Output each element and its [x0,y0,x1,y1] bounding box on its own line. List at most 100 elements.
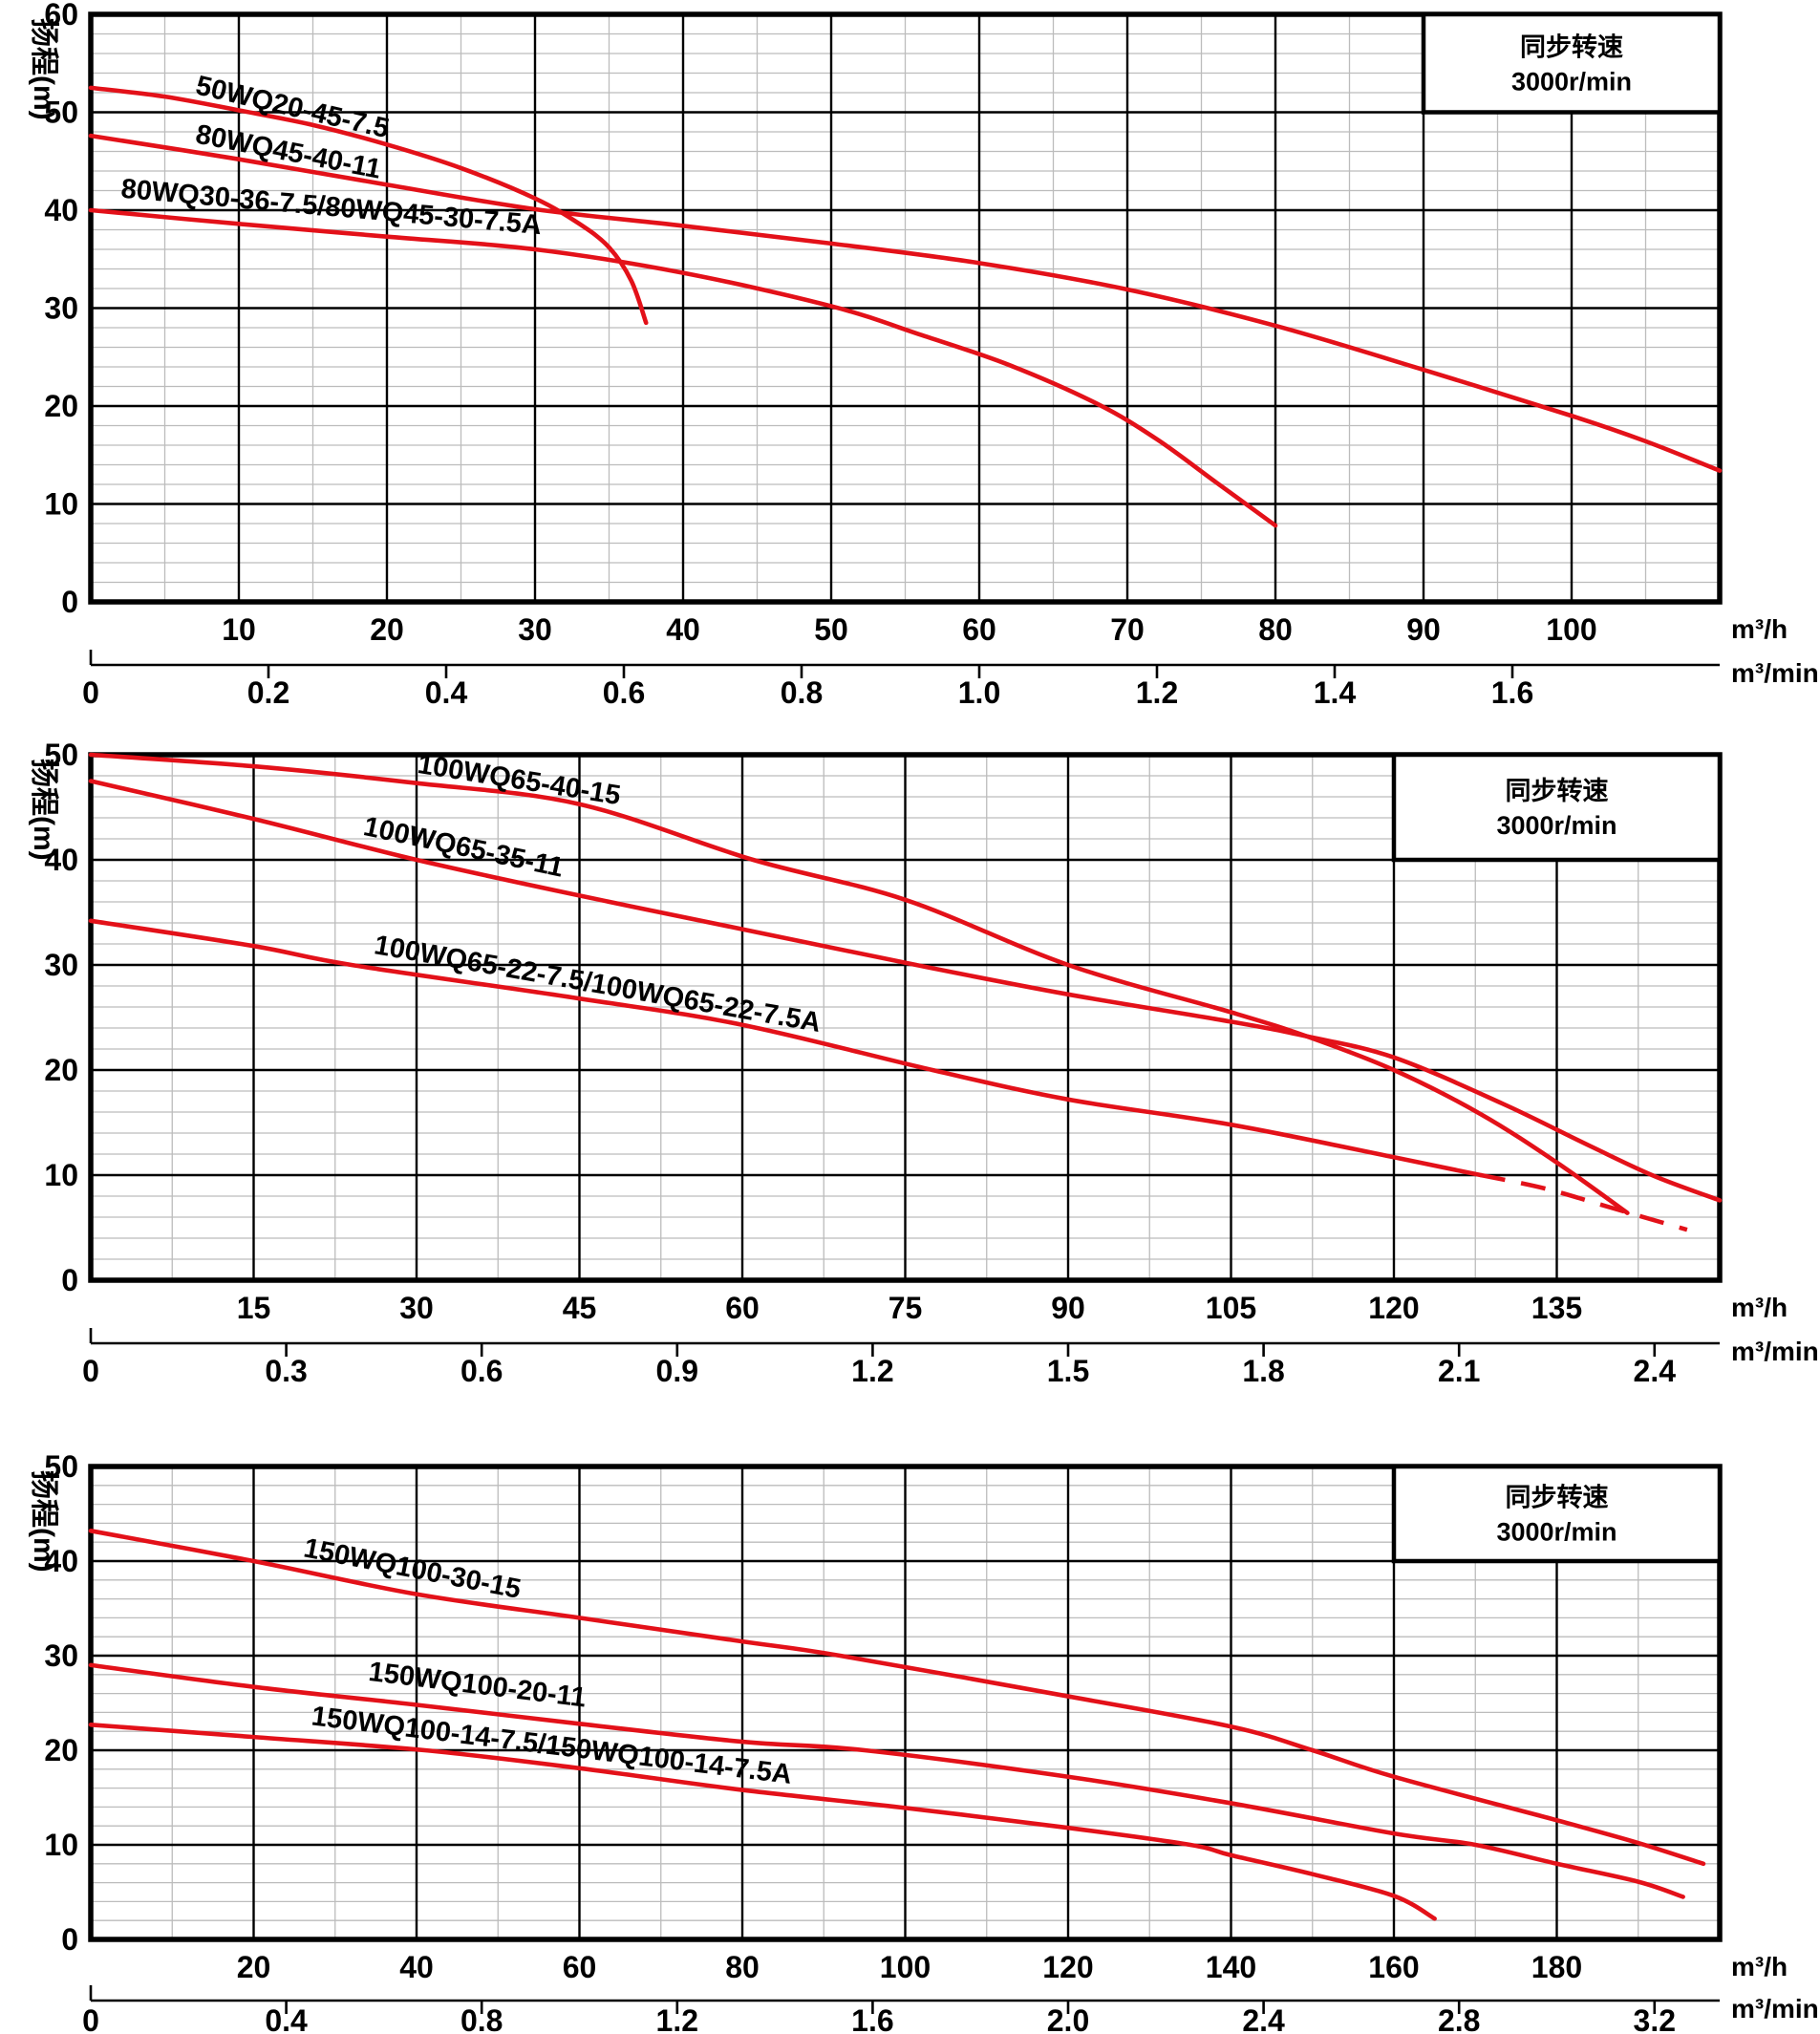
chart-2-y-tick-label: 30 [44,948,78,982]
chart-1-x-tick-label-h: 80 [1258,612,1293,647]
chart-1-x-unit-min: m³/min [1731,658,1819,688]
chart-2-y-tick-label: 10 [44,1158,78,1192]
chart-1-x-tick-label-h: 90 [1406,612,1441,647]
chart-2-x-tick-label-h: 45 [563,1291,597,1325]
chart-3-y-tick-label: 20 [44,1733,78,1767]
chart-3-x-tick-label-min: 2.0 [1047,2003,1089,2034]
chart-3-speed-note-line2: 3000r/min [1496,1518,1617,1547]
chart-1-y-tick-label: 10 [44,487,78,522]
chart-3-x-tick-label-min: 2.4 [1242,2003,1285,2034]
chart-3-curve-150WQ100-20-11 [88,1662,1685,1899]
chart-1-x-unit-h: m³/h [1731,614,1788,644]
chart-3-x-unit-min: m³/min [1731,1994,1819,2023]
chart-3-curve-150WQ100-14-7.5/150WQ100-14-7.5A [88,1722,1437,1921]
chart-3-x-tick-label-h: 180 [1531,1950,1582,1984]
chart-2-curve-100WQ65-22-7.5/100WQ65-22-7.5A [88,918,1484,1178]
chart-2-x-tick-label-h: 30 [399,1291,434,1325]
chart-2-x-unit-h: m³/h [1731,1293,1788,1322]
chart-2-curve-label: 100WQ65-40-15 [416,749,623,811]
chart-3-y-tick-label: 10 [44,1828,78,1862]
chart-2-y-tick-label: 50 [44,738,78,772]
chart-2-y-tick-label: 0 [61,1263,78,1297]
chart-3-x-tick-label-min: 0.8 [460,2003,503,2034]
chart-3-x-tick-label-min: 1.6 [851,2003,893,2034]
chart-1-y-axis-title: 扬程(m) [28,18,59,120]
chart-3-x-tick-label-h: 80 [725,1950,760,1984]
chart-1-y-tick-label: 60 [44,0,78,32]
chart-1-speed-note-line2: 3000r/min [1511,67,1632,96]
chart-3-x-tick-label-h: 100 [880,1950,931,1984]
chart-3-x-tick-label-h: 140 [1206,1950,1256,1984]
chart-1-x-tick-label-h: 30 [518,612,552,647]
chart-2-x-tick-label-h: 60 [725,1291,760,1325]
chart-1-plot-border [88,11,1723,605]
chart-2-plot-border [88,752,1723,1283]
chart-1-x-tick-label-min: 0.4 [425,675,468,710]
chart-3-x-tick-label-min: 0 [82,2003,99,2034]
chart-3-x-tick-label-min: 1.2 [656,2003,698,2034]
chart-2-x-tick-label-h: 105 [1206,1291,1256,1325]
chart-2-x-tick-label-h: 75 [889,1291,923,1325]
chart-3-y-tick-label: 50 [44,1449,78,1484]
chart-1-y-tick-label: 50 [44,96,78,130]
chart-1-y-tick-label: 20 [44,389,78,423]
chart-2-speed-note-line2: 3000r/min [1496,811,1617,840]
chart-2-speed-note-line1: 同步转速 [1506,777,1609,805]
chart-1-x-tick-label-h: 40 [666,612,700,647]
chart-3-x-tick-label-h: 20 [237,1950,271,1984]
chart-1-x-tick-label-h: 60 [962,612,996,647]
chart-2-x-tick-label-h: 120 [1368,1291,1419,1325]
chart-1-curve-80WQ45-40-11 [88,133,1723,473]
chart-1-x-tick-label-min: 0.2 [247,675,289,710]
chart-2-x-tick-label-min: 0.6 [460,1354,503,1388]
chart-2-x-tick-label-min: 0.9 [656,1354,698,1388]
chart-2-x-tick-label-min: 0 [82,1354,99,1388]
chart-1-y-tick-label: 40 [44,193,78,227]
chart-2-speed-box [1391,752,1723,863]
chart-2-curve-label: 100WQ65-22-7.5/100WQ65-22-7.5A [372,930,823,1038]
chart-2-x-tick-label-h: 15 [237,1291,271,1325]
chart-1-x-tick-label-min: 1.2 [1136,675,1178,710]
chart-2-x-tick-label-h: 135 [1531,1291,1582,1325]
chart-1-x-tick-label-min: 1.6 [1491,675,1533,710]
chart-3-y-axis-title: 扬程(m) [28,1470,59,1573]
chart-3-x-tick-label-h: 160 [1368,1950,1419,1984]
chart-3-x-tick-label-min: 0.4 [265,2003,308,2034]
chart-2-x-tick-label-min: 2.1 [1438,1354,1480,1388]
chart-2-curve-dashed-tail-100WQ65-22-7.5/100WQ65-22-7.5A [1480,1172,1688,1232]
chart-2-curve-100WQ65-35-11 [88,779,1723,1203]
chart-1-y-tick-label: 30 [44,291,78,326]
chart-1-x-tick-label-h: 70 [1110,612,1145,647]
chart-3-y-tick-label: 0 [61,1922,78,1957]
chart-3-x-tick-label-h: 60 [563,1950,597,1984]
chart-2-x-tick-label-min: 2.4 [1634,1354,1677,1388]
chart-2-y-tick-label: 20 [44,1053,78,1087]
chart-3-x-tick-label-h: 40 [399,1950,434,1984]
chart-2-x-tick-label-h: 90 [1051,1291,1085,1325]
chart-2-x-tick-label-min: 0.3 [265,1354,307,1388]
chart-2-x-tick-label-min: 1.8 [1242,1354,1284,1388]
chart-2-x-tick-label-min: 1.5 [1047,1354,1089,1388]
chart-1-y-tick-label: 0 [61,585,78,619]
chart-2-x-unit-min: m³/min [1731,1337,1819,1366]
chart-1-x-tick-label-min: 0 [82,675,99,710]
chart-1-x-tick-label-h: 50 [814,612,848,647]
chart-1-x-tick-label-min: 1.4 [1314,675,1357,710]
chart-3-speed-box [1391,1464,1723,1564]
chart-1-x-tick-label-min: 0.6 [603,675,645,710]
chart-1-curve-80WQ30-36-7.5/80WQ45-30-7.5A [88,207,1278,528]
chart-3-speed-note-line1: 同步转速 [1506,1484,1609,1512]
chart-2-curve-100WQ65-40-15 [88,752,1630,1215]
chart-1-speed-box [1421,11,1723,115]
chart-1-x-tick-label-h: 20 [370,612,404,647]
chart-3-x-tick-label-h: 120 [1042,1950,1093,1984]
chart-3-y-tick-label: 30 [44,1638,78,1673]
chart-1-x-tick-label-min: 0.8 [781,675,823,710]
chart-3-plot-border [88,1464,1723,1942]
chart-2-y-tick-label: 40 [44,843,78,877]
chart-1-x-tick-label-h: 100 [1546,612,1596,647]
chart-2-x-tick-label-min: 1.2 [851,1354,893,1388]
chart-3-y-tick-label: 40 [44,1544,78,1578]
chart-3-x-unit-h: m³/h [1731,1952,1788,1981]
